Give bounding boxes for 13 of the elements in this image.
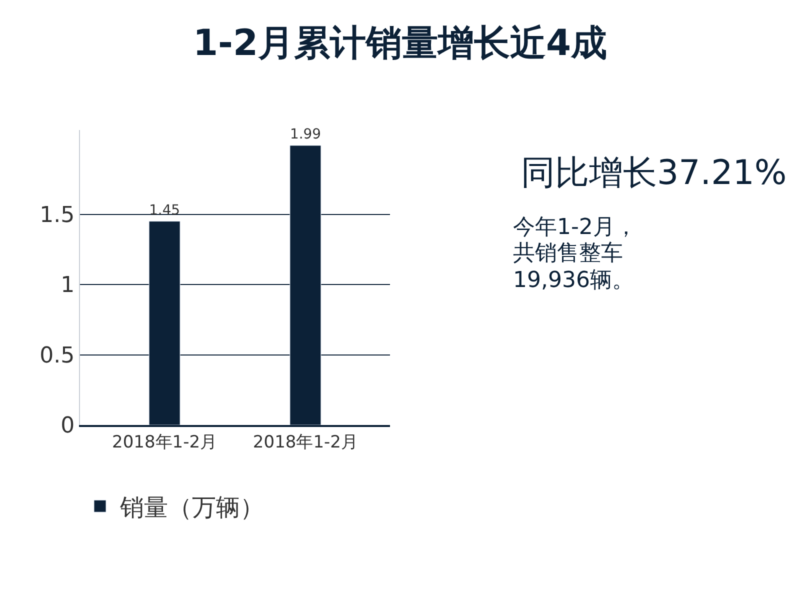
legend-label: 销量（万辆）	[119, 493, 264, 522]
text: 19,936辆。	[513, 268, 634, 293]
y-tick-label: 0	[60, 414, 75, 439]
y-tick-label: 0.5	[40, 343, 75, 368]
y-tick-label: 1	[60, 273, 75, 298]
y-tick-label: 1.5	[40, 202, 75, 228]
text: 今年1-2月，	[513, 215, 637, 240]
text: 同比增长37.21%	[521, 153, 787, 193]
x-tick-label: 2018年1-2月	[252, 432, 358, 452]
data-label: 1.99	[290, 126, 321, 143]
text: 共销售整车	[513, 241, 623, 266]
chart-title: 1-2月累计销量增长近4成	[192, 23, 608, 64]
x-tick-label: 2018年1-2月	[112, 432, 218, 452]
